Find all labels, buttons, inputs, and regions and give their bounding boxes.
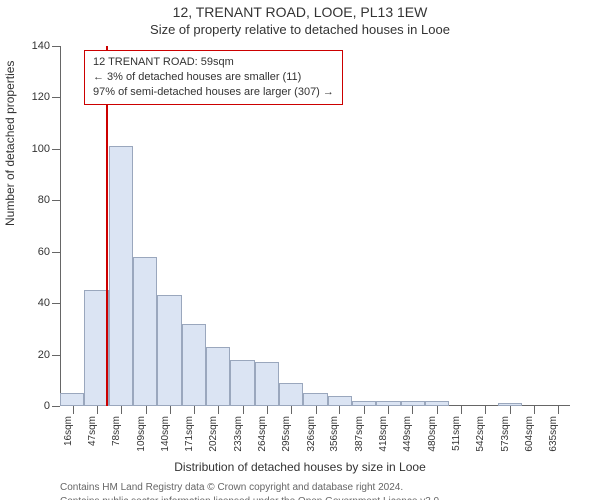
histogram-bar: [498, 403, 522, 406]
x-tick-label: 480sqm: [427, 416, 438, 452]
x-tick-label: 573sqm: [500, 416, 511, 452]
x-tick: [437, 406, 438, 414]
x-tick: [412, 406, 413, 414]
y-tick-label: 80: [38, 194, 50, 206]
info-box-line: ← 3% of detached houses are smaller (11): [93, 70, 334, 85]
y-tick-label: 20: [38, 349, 50, 361]
x-tick-label: 387sqm: [354, 416, 365, 452]
y-tick-label: 60: [38, 246, 50, 258]
histogram-bar: [303, 393, 327, 406]
y-tick: [52, 46, 60, 47]
y-tick: [52, 252, 60, 253]
info-box: 12 TRENANT ROAD: 59sqm← 3% of detached h…: [84, 50, 343, 105]
x-tick-label: 604sqm: [524, 416, 535, 452]
x-tick-label: 542sqm: [475, 416, 486, 452]
x-axis-label: Distribution of detached houses by size …: [0, 460, 600, 474]
x-tick-label: 418sqm: [378, 416, 389, 452]
x-tick: [73, 406, 74, 414]
histogram-bar: [182, 324, 206, 406]
page-title: 12, TRENANT ROAD, LOOE, PL13 1EW: [0, 4, 600, 20]
y-tick-label: 0: [44, 400, 50, 412]
x-tick: [485, 406, 486, 414]
x-tick: [339, 406, 340, 414]
x-tick-label: 78sqm: [111, 416, 122, 446]
x-tick: [170, 406, 171, 414]
histogram-bar: [157, 295, 181, 406]
x-tick-label: 109sqm: [136, 416, 147, 452]
histogram-bar: [255, 362, 279, 406]
x-tick-label: 356sqm: [329, 416, 340, 452]
x-tick: [146, 406, 147, 414]
x-tick-label: 47sqm: [87, 416, 98, 446]
histogram-bar: [328, 396, 352, 406]
y-tick: [52, 355, 60, 356]
x-tick-label: 326sqm: [306, 416, 317, 452]
y-tick: [52, 406, 60, 407]
y-tick-label: 40: [38, 297, 50, 309]
footer-copyright: Contains HM Land Registry data © Crown c…: [60, 482, 403, 493]
x-tick: [121, 406, 122, 414]
histogram-bar: [401, 401, 425, 406]
y-tick-label: 120: [32, 91, 50, 103]
histogram-bar: [133, 257, 157, 406]
y-tick: [52, 200, 60, 201]
footer-license: Contains public sector information licen…: [60, 496, 442, 500]
x-tick: [218, 406, 219, 414]
x-tick-label: 233sqm: [233, 416, 244, 452]
histogram-bar: [109, 146, 133, 406]
histogram-bar: [230, 360, 254, 406]
x-tick: [534, 406, 535, 414]
chart-container: 12, TRENANT ROAD, LOOE, PL13 1EW Size of…: [0, 0, 600, 500]
x-tick: [291, 406, 292, 414]
histogram-bar: [352, 401, 376, 406]
histogram-bar: [376, 401, 400, 406]
x-tick-label: 16sqm: [63, 416, 74, 446]
x-tick-label: 295sqm: [281, 416, 292, 452]
x-tick: [558, 406, 559, 414]
info-box-line: 12 TRENANT ROAD: 59sqm: [93, 55, 334, 70]
histogram-bar: [206, 347, 230, 406]
x-tick-label: 171sqm: [184, 416, 195, 452]
y-tick: [52, 149, 60, 150]
y-tick-label: 140: [32, 40, 50, 52]
x-tick: [97, 406, 98, 414]
y-tick-label: 100: [32, 143, 50, 155]
chart-subtitle: Size of property relative to detached ho…: [0, 22, 600, 37]
x-tick-label: 449sqm: [402, 416, 413, 452]
x-tick: [388, 406, 389, 414]
x-tick: [510, 406, 511, 414]
plot-area: 02040608010012014016sqm47sqm78sqm109sqm1…: [60, 46, 570, 406]
x-tick-label: 264sqm: [257, 416, 268, 452]
x-tick-label: 635sqm: [548, 416, 559, 452]
x-tick: [243, 406, 244, 414]
x-tick: [461, 406, 462, 414]
y-tick: [52, 97, 60, 98]
histogram-bar: [84, 290, 108, 406]
x-tick-label: 140sqm: [160, 416, 171, 452]
x-tick-label: 202sqm: [208, 416, 219, 452]
histogram-bar: [425, 401, 449, 406]
histogram-bar: [60, 393, 84, 406]
info-box-line: 97% of semi-detached houses are larger (…: [93, 85, 334, 100]
x-tick: [267, 406, 268, 414]
histogram-bar: [279, 383, 303, 406]
x-tick: [316, 406, 317, 414]
y-axis-label: Number of detached properties: [3, 61, 17, 226]
x-tick: [194, 406, 195, 414]
x-tick: [364, 406, 365, 414]
y-tick: [52, 303, 60, 304]
x-tick-label: 511sqm: [451, 416, 462, 451]
